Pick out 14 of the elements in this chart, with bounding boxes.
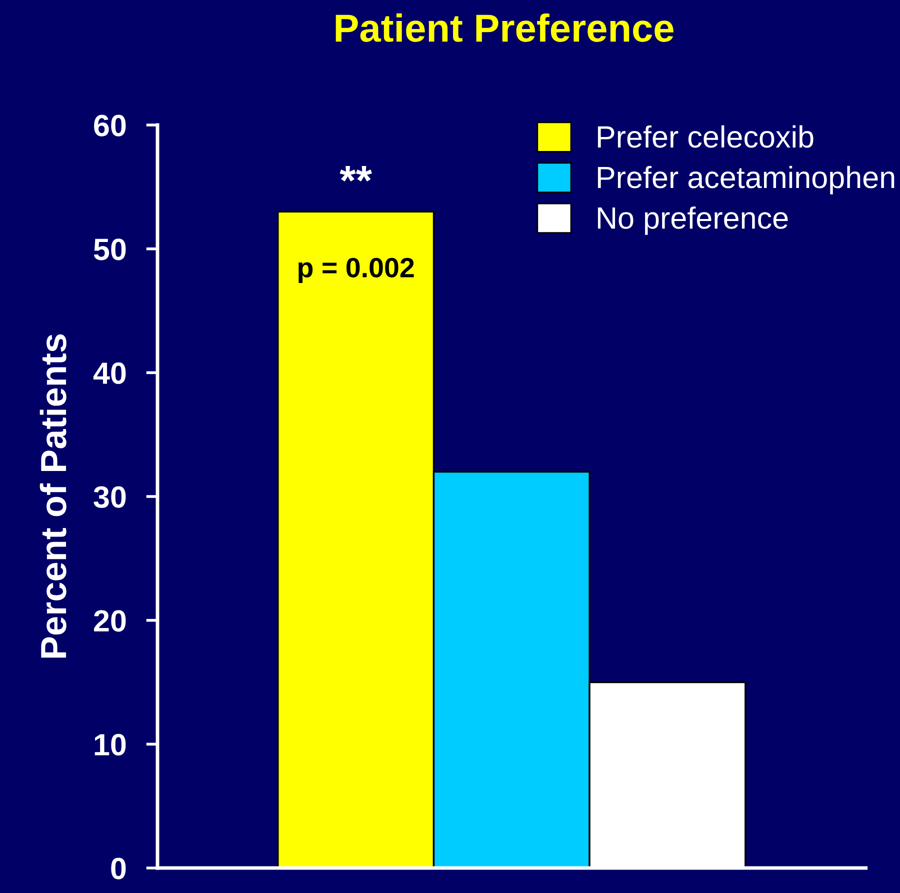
- legend-label: No preference: [598, 206, 788, 235]
- legend-label: Prefer celecoxib: [598, 125, 814, 148]
- annotation: **: [340, 166, 372, 182]
- y-tick-label: 10: [94, 734, 126, 756]
- y-tick-label: 0: [111, 858, 126, 880]
- chart-title: Patient Preference: [336, 13, 674, 42]
- y-tick-label: 30: [94, 486, 126, 508]
- y-tick-label: 20: [94, 610, 126, 632]
- annotation: p = 0.002: [298, 258, 414, 283]
- y-tick-label: 50: [94, 238, 126, 260]
- y-tick-label: 60: [94, 114, 126, 136]
- y-axis-title: Percent of Patients: [40, 334, 66, 658]
- legend-label: Prefer acetaminophen: [598, 166, 894, 194]
- y-tick-label: 40: [93, 362, 126, 384]
